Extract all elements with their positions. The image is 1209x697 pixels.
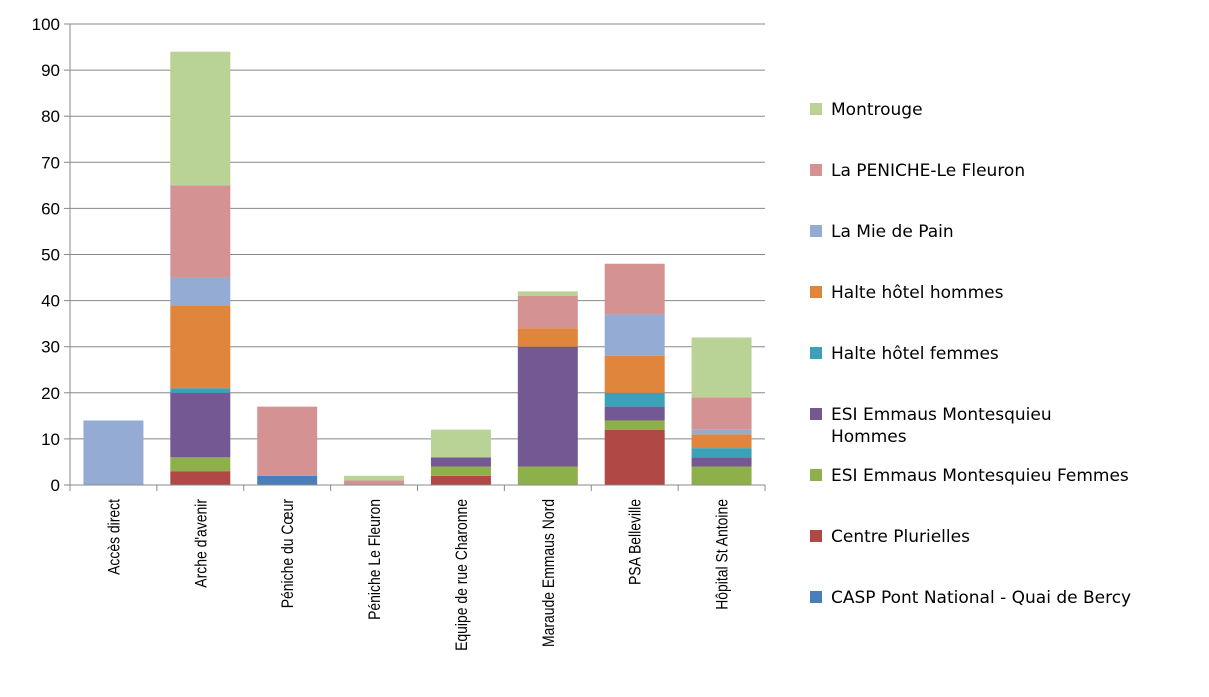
bar-equipe-de-rue-charonne-esi-emmaus-montesquieu-femmes xyxy=(430,466,491,476)
bar-peniche-le-fleuron-la-peniche-le-fleuron xyxy=(344,480,405,485)
bar-arche-d-avenir-esi-emmaus-montesquieu-femmes xyxy=(170,457,231,472)
legend-swatch xyxy=(810,225,822,237)
axes xyxy=(64,23,766,491)
legend-swatch xyxy=(810,347,822,359)
bar-psa-belleville-esi-emmaus-montesquieu-femmes xyxy=(604,420,665,430)
legend-item-halte-hotel-hommes: Halte hôtel hommes xyxy=(810,283,1004,303)
bar-arche-d-avenir-halte-hotel-hommes xyxy=(170,305,231,389)
x-category-label-arche-d-avenir: Arche d'avenir xyxy=(191,499,210,588)
x-category-label-maraude-emmaus-nord: Maraude Emmaus Nord xyxy=(539,499,558,647)
bar-psa-belleville-halte-hotel-hommes xyxy=(604,355,665,393)
legend-swatch xyxy=(810,408,822,420)
legend-label: Centre Plurielles xyxy=(831,527,970,547)
bar-hopital-st-antoine-halte-hotel-femmes xyxy=(691,448,752,458)
bar-arche-d-avenir-centre-plurielles xyxy=(170,471,231,485)
x-axis-category-labels: Accès direct Arche d'avenir Péniche du Cœu… xyxy=(104,499,731,651)
y-tick-label-0: 0 xyxy=(51,476,60,495)
bar-hopital-st-antoine-la-peniche-le-fleuron xyxy=(691,397,752,430)
legend-label: Halte hôtel femmes xyxy=(831,344,999,364)
x-category-label-equipe-de-rue-charonne: Equipe de rue Charonne xyxy=(452,499,471,651)
bar-equipe-de-rue-charonne-montrouge xyxy=(430,429,491,458)
bar-maraude-emmaus-nord-esi-emmaus-montesquieu-hommes xyxy=(517,346,578,467)
bar-psa-belleville-centre-plurielles xyxy=(604,429,665,485)
y-tick-label-20: 20 xyxy=(41,384,60,403)
y-tick-label-10: 10 xyxy=(41,430,60,449)
bar-peniche-du-c-ur-la-peniche-le-fleuron xyxy=(257,406,318,476)
bar-maraude-emmaus-nord-halte-hotel-hommes xyxy=(517,328,578,347)
bar-hopital-st-antoine-esi-emmaus-montesquieu-hommes xyxy=(691,457,752,467)
bar-hopital-st-antoine-montrouge xyxy=(691,337,752,398)
legend-swatch xyxy=(810,591,822,603)
bar-arche-d-avenir-montrouge xyxy=(170,51,231,186)
y-tick-label-40: 40 xyxy=(41,292,60,311)
legend: Montrouge La PENICHE-Le Fleuron La Mie de … xyxy=(810,100,1131,608)
bar-equipe-de-rue-charonne-centre-plurielles xyxy=(430,475,491,485)
legend-label: ESI Emmaus Montesquieu Femmes xyxy=(831,466,1129,486)
x-category-label-psa-belleville: PSA Belleville xyxy=(626,499,645,585)
y-tick-label-60: 60 xyxy=(41,199,60,218)
legend-label: La PENICHE-Le Fleuron xyxy=(831,161,1025,181)
legend-swatch xyxy=(810,530,822,542)
y-tick-label-30: 30 xyxy=(41,338,60,357)
bar-arche-d-avenir-esi-emmaus-montesquieu-hommes xyxy=(170,392,231,458)
bar-arche-d-avenir-la-peniche-le-fleuron xyxy=(170,185,231,278)
bar-psa-belleville-la-peniche-le-fleuron xyxy=(604,263,665,315)
legend-item-montrouge: Montrouge xyxy=(810,100,923,120)
bar-hopital-st-antoine-la-mie-de-pain xyxy=(691,429,752,435)
bar-psa-belleville-esi-emmaus-montesquieu-hommes xyxy=(604,406,665,421)
bar-psa-belleville-halte-hotel-femmes xyxy=(604,392,665,407)
x-category-label-peniche-le-fleuron: Péniche Le Fleuron xyxy=(365,499,384,620)
legend-item-casp-pont-national-quai-de-bercy: CASP Pont National - Quai de Bercy xyxy=(810,588,1131,608)
bar-psa-belleville-la-mie-de-pain xyxy=(604,314,665,356)
legend-item-esi-emmaus-montesquieu-femmes: ESI Emmaus Montesquieu Femmes xyxy=(810,466,1129,486)
x-category-label-hopital-st-antoine: Hôpital St Antoine xyxy=(713,499,732,610)
bar-hopital-st-antoine-halte-hotel-hommes xyxy=(691,434,752,449)
legend-label: La Mie de Pain xyxy=(831,222,954,242)
legend-item-la-mie-de-pain: La Mie de Pain xyxy=(810,222,954,242)
x-category-label-acces-direct: Accès direct xyxy=(104,499,123,575)
legend-item-halte-hotel-femmes: Halte hôtel femmes xyxy=(810,344,999,364)
bar-peniche-le-fleuron-montrouge xyxy=(344,475,405,481)
legend-label: ESI Emmaus Montesquieu Hommes xyxy=(831,405,1052,447)
legend-label: Halte hôtel hommes xyxy=(831,283,1004,303)
legend-label: Montrouge xyxy=(831,100,923,120)
y-tick-label-90: 90 xyxy=(41,61,60,80)
x-category-label-peniche-du-c-ur: Péniche du Cœur xyxy=(278,499,297,609)
bar-hopital-st-antoine-esi-emmaus-montesquieu-femmes xyxy=(691,466,752,485)
y-tick-label-100: 100 xyxy=(32,15,60,34)
bar-maraude-emmaus-nord-montrouge xyxy=(517,291,578,296)
bar-peniche-du-c-ur-casp-pont-national-quai-de-bercy xyxy=(257,475,318,485)
legend-item-la-peniche-le-fleuron: La PENICHE-Le Fleuron xyxy=(810,161,1025,181)
legend-swatch xyxy=(810,286,822,298)
legend-item-esi-emmaus-montesquieu-hommes: ESI Emmaus Montesquieu Hommes xyxy=(810,405,1052,447)
y-tick-label-80: 80 xyxy=(41,107,60,126)
legend-swatch xyxy=(810,164,822,176)
bar-acces-direct-la-mie-de-pain xyxy=(83,420,144,485)
bars xyxy=(83,51,752,485)
bar-arche-d-avenir-halte-hotel-femmes xyxy=(170,388,231,393)
legend-swatch xyxy=(810,103,822,115)
legend-label: CASP Pont National - Quai de Bercy xyxy=(831,588,1131,608)
bar-arche-d-avenir-la-mie-de-pain xyxy=(170,277,231,306)
y-tick-label-70: 70 xyxy=(41,153,60,172)
y-axis-tick-labels: 0 10 20 30 40 50 60 70 80 90 100 xyxy=(32,15,60,495)
bar-maraude-emmaus-nord-la-peniche-le-fleuron xyxy=(517,295,578,329)
bar-equipe-de-rue-charonne-esi-emmaus-montesquieu-hommes xyxy=(430,457,491,467)
y-tick-label-50: 50 xyxy=(41,246,60,265)
legend-swatch xyxy=(810,469,822,481)
bar-maraude-emmaus-nord-esi-emmaus-montesquieu-femmes xyxy=(517,466,578,485)
legend-item-centre-plurielles: Centre Plurielles xyxy=(810,527,970,547)
